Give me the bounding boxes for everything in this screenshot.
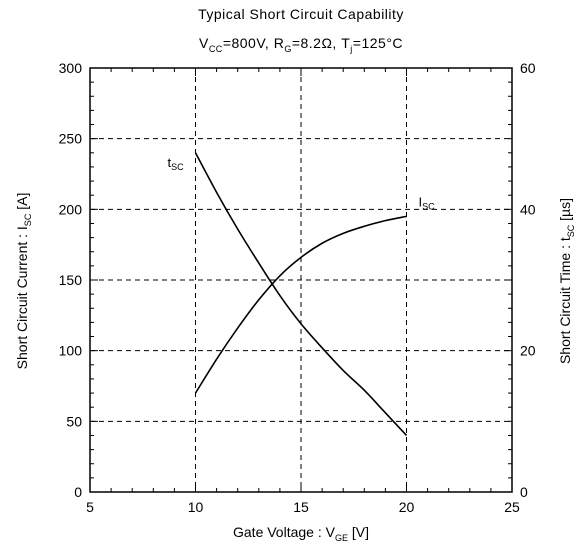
plot-frame (89, 67, 513, 493)
y-left-tick-label: 250 (59, 131, 83, 147)
y-left-tick-label: 0 (74, 484, 82, 500)
x-tick-label: 25 (504, 499, 520, 515)
chart-title: Typical Short Circuit Capability (198, 6, 404, 22)
y-right-tick-label: 20 (520, 343, 536, 359)
y-left-tick-label: 50 (66, 413, 82, 429)
series-label-tsc: tSC (168, 155, 185, 172)
y-left-tick-label: 150 (59, 272, 83, 288)
series-label-isc: ISC (419, 194, 436, 211)
x-tick-label: 10 (188, 499, 204, 515)
series-line-isc (194, 215, 407, 394)
y-right-tick-label: 40 (520, 201, 536, 217)
series-line-tsc (194, 152, 408, 437)
x-tick-label: 20 (399, 499, 415, 515)
chart-conditions: VCC=800V, RG=8.2Ω, Tj=125°C (199, 35, 403, 54)
y-left-tick-label: 200 (59, 201, 83, 217)
x-axis-label: Gate Voltage : VGE [V] (233, 524, 369, 543)
y-left-tick-label: 100 (59, 343, 83, 359)
x-tick-label: 5 (86, 499, 94, 515)
y-right-tick-label: 0 (520, 484, 528, 500)
y-axis-right-label: Short Circuit Time : tSC [µs] (557, 198, 576, 364)
y-axis-left-label: Short Circuit Current : ISC [A] (14, 193, 33, 370)
x-tick-label: 15 (293, 499, 309, 515)
y-right-tick-label: 60 (520, 60, 536, 76)
y-left-tick-label: 300 (59, 60, 83, 76)
